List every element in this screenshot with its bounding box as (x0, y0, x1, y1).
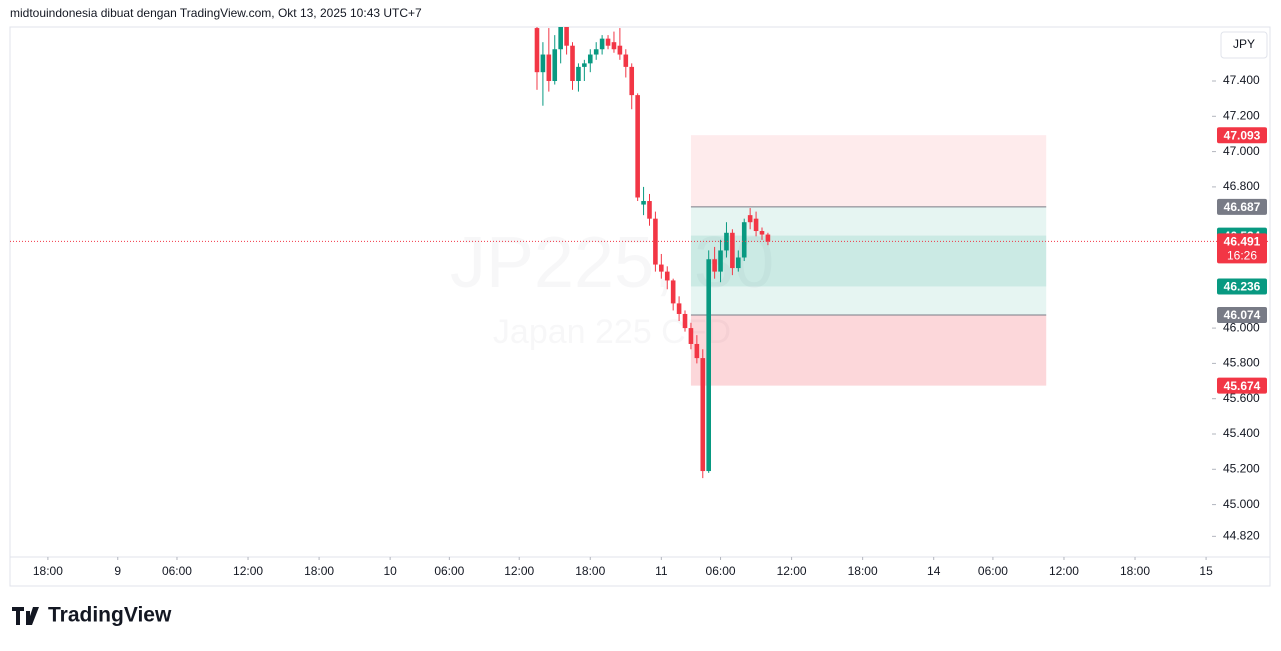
candle-body (718, 250, 723, 272)
x-tick-label: 06:00 (434, 564, 464, 578)
y-tick-label: 47.200 (1223, 108, 1260, 122)
candle-body (753, 218, 759, 232)
candle-body (747, 215, 753, 223)
candle-body (688, 328, 694, 344)
price-label: 45.674 (1224, 379, 1261, 393)
y-tick-label: 45.800 (1223, 356, 1260, 370)
candle-body (765, 234, 771, 242)
candle-body (676, 303, 682, 314)
x-tick-label: 11 (655, 564, 668, 578)
x-tick-label: 06:00 (162, 564, 192, 578)
candle-body (611, 42, 617, 50)
y-tick-label: 46.800 (1223, 179, 1260, 193)
y-tick-label: 45.000 (1223, 497, 1260, 511)
candle-body (593, 49, 599, 55)
candle-body (570, 45, 575, 82)
candle-body (682, 313, 688, 329)
candle-body (599, 38, 605, 50)
price-label: 46.074 (1224, 308, 1261, 322)
plot (534, 27, 1047, 479)
x-tick-label: 10 (383, 564, 397, 578)
x-tick-label: 18:00 (1120, 564, 1150, 578)
candle-body (736, 257, 741, 269)
candle-body (635, 95, 640, 198)
current-price-bg (1217, 233, 1267, 264)
y-tick-label: 45.600 (1223, 391, 1260, 405)
logo-text: TradingView (48, 604, 172, 627)
x-tick-label: 18:00 (33, 564, 63, 578)
zone (690, 235, 1047, 287)
price-label: 46.687 (1224, 200, 1261, 214)
candle-body (605, 38, 611, 46)
logo: TradingView (12, 604, 172, 627)
candle-body (552, 49, 558, 82)
x-tick-label: 15 (1199, 564, 1213, 578)
candle-body (712, 259, 717, 272)
y-tick-label: 44.820 (1223, 529, 1260, 543)
x-tick-label: 06:00 (978, 564, 1008, 578)
y-tick-label: 47.000 (1223, 144, 1260, 158)
x-tick-label: 12:00 (233, 564, 263, 578)
zone (690, 315, 1047, 386)
x-tick-label: 06:00 (706, 564, 736, 578)
y-tick-label: 46.000 (1223, 320, 1260, 334)
candle-body (694, 343, 700, 359)
currency[interactable]: JPY (1233, 37, 1255, 51)
x-tick-label: 12:00 (504, 564, 534, 578)
candle-body (564, 27, 569, 46)
currency-button[interactable] (1220, 31, 1268, 59)
candle-body (540, 54, 546, 73)
candle-body (546, 54, 552, 82)
candle-body (706, 259, 711, 472)
price-label-bg (1217, 278, 1267, 295)
candle-body (730, 232, 735, 269)
price-label-bg (1217, 198, 1267, 215)
current-price-label: 46.491 (1224, 235, 1261, 249)
candle-body (623, 54, 629, 67)
candle-body (582, 63, 587, 67)
x-tick-label: 9 (114, 564, 121, 578)
candle-body (700, 358, 706, 472)
price-label: 46.236 (1224, 280, 1261, 294)
header: midtouindonesia dibuat dengan TradingVie… (10, 6, 422, 20)
candle-body (670, 280, 676, 304)
x-tick-label: 12:00 (777, 564, 807, 578)
frame (9, 26, 1271, 587)
candle-body (558, 27, 563, 50)
candle-body (659, 264, 664, 272)
candle-body (629, 66, 635, 96)
candle-body (724, 232, 729, 251)
x-tick-label: 18:00 (304, 564, 334, 578)
zone (690, 135, 1047, 207)
price-label-bg (1217, 377, 1267, 394)
candle-body (534, 28, 540, 73)
candle-body (617, 45, 623, 55)
x-tick-label: 14 (927, 564, 941, 578)
y-tick-label: 47.400 (1223, 73, 1260, 87)
x-tick-label: 12:00 (1049, 564, 1079, 578)
candle-body (741, 222, 747, 258)
y-tick-label: 45.400 (1223, 426, 1260, 440)
candle-body (576, 66, 581, 82)
y-tick-label: 45.200 (1223, 461, 1260, 475)
candle-body (641, 201, 646, 205)
x-tick-label: 18:00 (848, 564, 878, 578)
price-label-bg (1217, 307, 1267, 324)
candle-body (759, 231, 765, 235)
candle-body (664, 271, 670, 281)
candle-body (647, 201, 652, 219)
price-label-bg (1217, 127, 1267, 144)
countdown: 16:26 (1227, 249, 1257, 263)
candle-body (587, 54, 593, 64)
x-tick-label: 18:00 (575, 564, 605, 578)
price-label: 47.093 (1224, 128, 1261, 142)
